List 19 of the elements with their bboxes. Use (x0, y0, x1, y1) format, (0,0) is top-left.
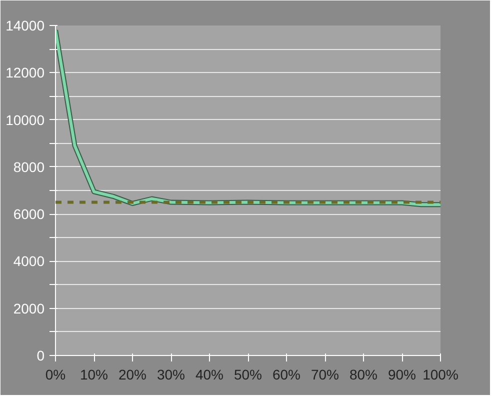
x-tick-label: 70% (310, 366, 340, 382)
x-tick-label: 90% (388, 366, 416, 382)
x-tick-label: 60% (272, 366, 301, 382)
y-tick-label: 0 (36, 348, 45, 364)
x-tick-label: 50% (234, 366, 262, 382)
x-tick-label: 100% (422, 366, 458, 382)
x-tick-label: 20% (118, 366, 147, 382)
y-tick-label: 12000 (6, 64, 45, 81)
x-tick-label: 10% (80, 366, 108, 382)
y-tick-label: 6000 (13, 206, 45, 222)
y-tick-label: 2000 (13, 300, 45, 316)
y-tick-label: 10000 (6, 112, 45, 128)
y-tick-label: 8000 (13, 158, 45, 175)
x-tick-label: 80% (349, 366, 378, 382)
x-tick-label: 40% (195, 366, 224, 382)
y-tick-label: 4000 (13, 253, 45, 270)
y-tick-label: 14000 (6, 18, 45, 34)
x-tick-label: 0% (45, 366, 66, 382)
x-tick-label: 30% (156, 366, 186, 382)
